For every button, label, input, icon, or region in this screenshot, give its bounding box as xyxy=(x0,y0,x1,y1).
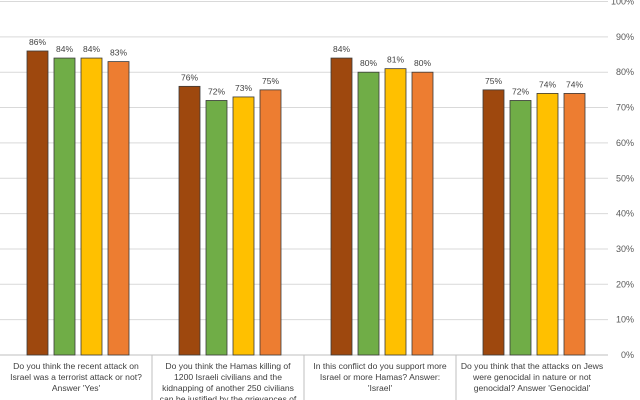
data-label: 80% xyxy=(414,58,431,68)
bar xyxy=(53,57,76,356)
bar xyxy=(259,89,282,356)
bar xyxy=(411,71,434,356)
bar xyxy=(80,57,103,356)
data-label: 73% xyxy=(235,83,252,93)
y-tick-label: 100% xyxy=(611,0,634,7)
bar xyxy=(178,85,201,356)
data-label: 75% xyxy=(485,76,502,86)
y-tick-label: 90% xyxy=(616,32,634,42)
data-label: 84% xyxy=(56,44,73,54)
data-label: 72% xyxy=(208,86,225,96)
data-label: 80% xyxy=(360,58,377,68)
bar xyxy=(536,93,559,356)
data-label: 76% xyxy=(181,72,198,82)
data-label: 72% xyxy=(512,86,529,96)
y-tick-label: 0% xyxy=(621,350,634,360)
data-label: 75% xyxy=(262,76,279,86)
y-tick-label: 50% xyxy=(616,173,634,183)
x-category-label: Do you think that the attacks on Jews we… xyxy=(460,361,604,393)
data-label: 74% xyxy=(566,79,583,89)
y-tick-label: 30% xyxy=(616,244,634,254)
y-tick-label: 40% xyxy=(616,209,634,219)
y-tick-label: 80% xyxy=(616,67,634,77)
bar xyxy=(330,57,353,356)
bar xyxy=(26,50,49,356)
bar xyxy=(107,61,130,356)
x-category-label: Do you think the recent attack on Israel… xyxy=(10,361,142,393)
y-tick-label: 60% xyxy=(616,138,634,148)
data-label: 84% xyxy=(333,44,350,54)
y-tick-label: 70% xyxy=(616,103,634,113)
data-label: 74% xyxy=(539,79,556,89)
y-axis-ticks: 0% 10% 20% 30% 40% 50% 60% 70% 80% 90% 100% xyxy=(611,0,634,360)
bar xyxy=(357,71,380,356)
bar xyxy=(482,89,505,356)
x-category-label: Do you think the Hamas killing of 1200 I… xyxy=(159,361,297,400)
bar xyxy=(205,100,228,356)
bar xyxy=(232,96,255,356)
y-tick-label: 20% xyxy=(616,279,634,289)
x-category-label: In this conflict do you support more Isr… xyxy=(313,361,447,393)
bar xyxy=(563,93,586,356)
data-label: 86% xyxy=(29,37,46,47)
bars xyxy=(26,50,586,356)
data-label: 83% xyxy=(110,48,127,58)
y-tick-label: 10% xyxy=(616,315,634,325)
bar xyxy=(509,100,532,356)
bar xyxy=(384,68,407,356)
data-labels: 86% 84% 84% 83% 76% 72% 73% 75% 84% 80% 81% 80% 75% 7… xyxy=(29,37,583,96)
data-label: 84% xyxy=(83,44,100,54)
data-label: 81% xyxy=(387,55,404,65)
